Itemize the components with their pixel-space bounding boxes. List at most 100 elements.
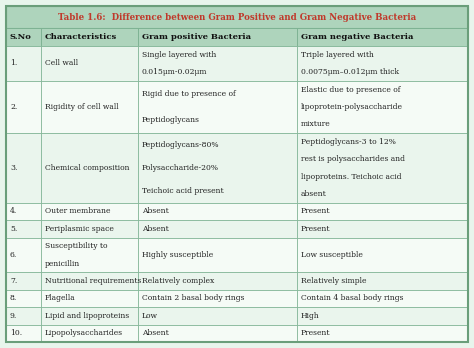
Bar [297,307,468,325]
Bar [41,203,137,220]
Text: 2.: 2. [10,103,17,111]
Text: Low susceptible: Low susceptible [301,251,363,259]
Bar [6,272,41,290]
Text: Relatively complex: Relatively complex [142,277,214,285]
Text: S.No: S.No [10,33,32,41]
Bar [41,220,137,238]
Text: Contain 4 basal body rings: Contain 4 basal body rings [301,294,403,302]
Text: Highly susceptible: Highly susceptible [142,251,213,259]
Bar [41,46,137,81]
Text: Susceptibility to: Susceptibility to [45,242,107,250]
Bar [6,290,41,307]
Text: mixture: mixture [301,120,331,128]
Text: Relatively simple: Relatively simple [301,277,366,285]
Text: 4.: 4. [10,207,17,215]
Text: Table 1.6:  Difference between Gram Positive and Gram Negative Bacteria: Table 1.6: Difference between Gram Posit… [58,13,416,22]
Bar [137,46,297,81]
Text: Characteristics: Characteristics [45,33,117,41]
Text: Lipid and lipoproteins: Lipid and lipoproteins [45,312,129,320]
Text: Peptidoglycans-80%: Peptidoglycans-80% [142,141,219,149]
Text: Absent: Absent [142,329,168,337]
Text: Teichoic acid present: Teichoic acid present [142,187,223,195]
Bar [137,238,297,272]
Bar [6,133,41,203]
Text: Present: Present [301,329,330,337]
Bar [297,272,468,290]
Text: lipoproteins. Teichoic acid: lipoproteins. Teichoic acid [301,173,401,181]
Text: 0.0075μm–0.012μm thick: 0.0075μm–0.012μm thick [301,68,399,76]
Bar [6,307,41,325]
Bar [6,325,41,342]
Bar [297,81,468,133]
Text: Gram negative Bacteria: Gram negative Bacteria [301,33,413,41]
Text: rest is polysaccharides and: rest is polysaccharides and [301,155,405,163]
Bar [137,220,297,238]
Bar [6,6,468,28]
Text: Outer membrane: Outer membrane [45,207,110,215]
Bar [297,133,468,203]
Bar [137,28,297,46]
Text: 3.: 3. [10,164,18,172]
Text: Lipopolysaccharides: Lipopolysaccharides [45,329,123,337]
Text: 0.015μm-0.02μm: 0.015μm-0.02μm [142,68,207,76]
Bar [297,46,468,81]
Text: lipoprotein-polysaccharide: lipoprotein-polysaccharide [301,103,403,111]
Text: Rigidity of cell wall: Rigidity of cell wall [45,103,118,111]
Text: Rigid due to presence of: Rigid due to presence of [142,90,236,98]
Bar [297,290,468,307]
Text: Present: Present [301,225,330,233]
Text: Contain 2 basal body rings: Contain 2 basal body rings [142,294,244,302]
Text: 10.: 10. [10,329,22,337]
Bar [137,307,297,325]
Bar [137,203,297,220]
Text: Elastic due to presence of: Elastic due to presence of [301,86,401,94]
Text: 1.: 1. [10,60,17,68]
Bar [41,272,137,290]
Text: Cell wall: Cell wall [45,60,78,68]
Bar [41,133,137,203]
Text: Peptidoglycans: Peptidoglycans [142,116,200,124]
Bar [297,220,468,238]
Text: Nutritional requirements: Nutritional requirements [45,277,141,285]
Text: 6.: 6. [10,251,17,259]
Text: Triple layered with: Triple layered with [301,51,374,59]
Bar [137,272,297,290]
Bar [297,28,468,46]
Bar [297,325,468,342]
Bar [6,81,41,133]
Text: Low: Low [142,312,158,320]
Bar [297,238,468,272]
Bar [6,220,41,238]
Text: High: High [301,312,320,320]
Text: Present: Present [301,207,330,215]
Text: Chemical composition: Chemical composition [45,164,129,172]
Text: Absent: Absent [142,207,168,215]
Bar [6,28,41,46]
Text: Flagella: Flagella [45,294,75,302]
Text: Polysaccharide-20%: Polysaccharide-20% [142,164,219,172]
Text: Absent: Absent [142,225,168,233]
Bar [41,28,137,46]
Bar [137,325,297,342]
Text: Periplasmic space: Periplasmic space [45,225,114,233]
Text: 7.: 7. [10,277,17,285]
Bar [41,81,137,133]
Text: 9.: 9. [10,312,17,320]
Text: Single layered with: Single layered with [142,51,216,59]
Bar [41,290,137,307]
Bar [137,133,297,203]
Text: penicillin: penicillin [45,260,80,268]
Bar [297,203,468,220]
Text: 8.: 8. [10,294,17,302]
Text: Gram positive Bacteria: Gram positive Bacteria [142,33,251,41]
Bar [6,238,41,272]
Bar [6,46,41,81]
Bar [41,325,137,342]
Bar [41,238,137,272]
Bar [6,203,41,220]
Bar [137,290,297,307]
Text: Peptidoglycans-3 to 12%: Peptidoglycans-3 to 12% [301,138,396,146]
Text: 5.: 5. [10,225,17,233]
Text: absent: absent [301,190,327,198]
Bar [137,81,297,133]
